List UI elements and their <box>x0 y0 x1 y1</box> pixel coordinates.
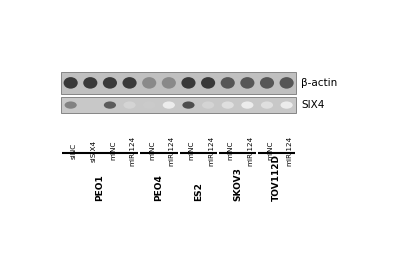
Text: miNC: miNC <box>110 141 116 160</box>
Text: ES2: ES2 <box>194 182 203 201</box>
Text: TOV112D: TOV112D <box>272 154 281 201</box>
Ellipse shape <box>202 101 214 109</box>
Ellipse shape <box>103 77 117 89</box>
Text: miNC: miNC <box>188 141 194 160</box>
Ellipse shape <box>142 77 156 89</box>
Ellipse shape <box>240 77 254 89</box>
Ellipse shape <box>280 77 294 89</box>
Ellipse shape <box>280 101 293 109</box>
Ellipse shape <box>64 101 77 109</box>
Text: siNC: siNC <box>71 142 77 159</box>
Ellipse shape <box>122 77 137 89</box>
Text: PEO4: PEO4 <box>154 174 164 201</box>
Ellipse shape <box>222 101 234 109</box>
Text: PEO1: PEO1 <box>96 174 105 201</box>
Ellipse shape <box>260 77 274 89</box>
Bar <box>61 97 296 113</box>
Ellipse shape <box>201 77 215 89</box>
Text: β-actin: β-actin <box>301 78 337 88</box>
Text: miNC: miNC <box>267 141 273 160</box>
Ellipse shape <box>261 101 273 109</box>
Text: SIX4: SIX4 <box>301 100 324 110</box>
Text: miR-124: miR-124 <box>287 135 293 166</box>
Text: miNC: miNC <box>228 141 234 160</box>
Text: miR-124: miR-124 <box>169 135 175 166</box>
Ellipse shape <box>143 101 155 109</box>
Bar <box>61 72 296 94</box>
Ellipse shape <box>182 101 194 109</box>
Text: miR-124: miR-124 <box>130 135 136 166</box>
Ellipse shape <box>221 77 235 89</box>
Ellipse shape <box>241 101 254 109</box>
Ellipse shape <box>64 77 78 89</box>
Text: siSIX4: siSIX4 <box>90 139 96 162</box>
Text: miR-124: miR-124 <box>247 135 253 166</box>
Text: miNC: miNC <box>149 141 155 160</box>
Ellipse shape <box>163 101 175 109</box>
Ellipse shape <box>162 77 176 89</box>
Text: miR-124: miR-124 <box>208 135 214 166</box>
Ellipse shape <box>83 77 97 89</box>
Ellipse shape <box>104 101 116 109</box>
Ellipse shape <box>124 101 136 109</box>
Ellipse shape <box>181 77 196 89</box>
Text: SKOV3: SKOV3 <box>233 167 242 201</box>
